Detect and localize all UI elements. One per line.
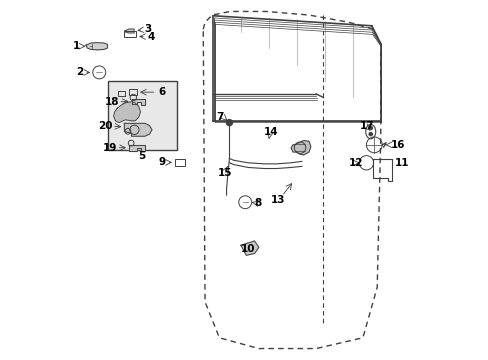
Text: 8: 8: [254, 198, 261, 208]
Circle shape: [368, 126, 372, 130]
Text: 7: 7: [216, 112, 224, 122]
Text: 4: 4: [147, 32, 155, 42]
Circle shape: [226, 120, 232, 126]
Text: 6: 6: [158, 87, 165, 97]
Bar: [129, 89, 137, 95]
Text: 10: 10: [241, 244, 255, 254]
Text: 11: 11: [394, 158, 409, 168]
Text: 9: 9: [158, 157, 165, 167]
Text: 3: 3: [144, 24, 151, 34]
Text: 20: 20: [98, 121, 112, 131]
Bar: [118, 91, 124, 96]
Text: 18: 18: [105, 97, 120, 107]
Bar: [174, 159, 185, 166]
Text: 12: 12: [348, 158, 362, 168]
Text: 1: 1: [72, 41, 80, 51]
Text: 2: 2: [76, 67, 83, 77]
Polygon shape: [129, 145, 144, 150]
Text: 15: 15: [217, 168, 231, 178]
Circle shape: [368, 132, 372, 136]
Polygon shape: [125, 29, 134, 33]
Bar: [107, 81, 177, 149]
Text: 16: 16: [390, 140, 405, 150]
Text: 19: 19: [102, 143, 117, 153]
Text: 17: 17: [359, 121, 374, 131]
Polygon shape: [290, 140, 310, 155]
Polygon shape: [124, 123, 152, 136]
Polygon shape: [86, 42, 107, 50]
Polygon shape: [131, 99, 144, 105]
Bar: [123, 31, 136, 37]
Text: 13: 13: [270, 195, 285, 206]
Text: 14: 14: [264, 127, 278, 136]
Text: 5: 5: [139, 150, 145, 161]
Polygon shape: [113, 102, 140, 123]
Polygon shape: [241, 241, 258, 255]
